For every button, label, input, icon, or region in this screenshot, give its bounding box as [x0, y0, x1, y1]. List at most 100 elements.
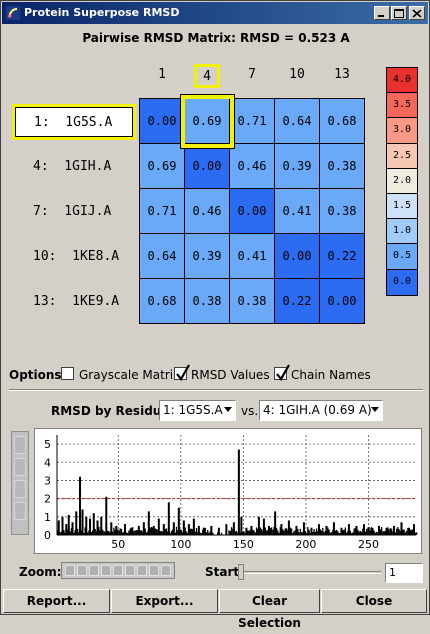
residue-bar — [279, 526, 281, 535]
residue-bar — [154, 528, 156, 535]
column-header[interactable]: 10 — [289, 67, 305, 82]
matrix-cell[interactable]: 0.64 — [275, 99, 320, 144]
matrix-cell[interactable]: 0.22 — [320, 234, 365, 279]
row-header[interactable]: 10: 1KE8.A — [33, 249, 120, 264]
matrix-cell[interactable]: 0.38 — [230, 279, 275, 324]
slider-grip[interactable] — [14, 502, 26, 520]
column-header[interactable]: 7 — [248, 67, 256, 82]
close-button[interactable]: Close — [321, 589, 427, 613]
slider-grip[interactable] — [125, 565, 135, 576]
residue-bar — [103, 531, 105, 535]
matrix-cell[interactable]: 0.00 — [275, 234, 320, 279]
matrix-cell[interactable]: 0.39 — [275, 144, 320, 189]
residue-bar — [209, 531, 211, 535]
clear-selection-button[interactable]: Clear Selection — [219, 589, 320, 630]
slider-grip[interactable] — [137, 565, 147, 576]
matrix-cell[interactable]: 0.38 — [320, 144, 365, 189]
residue-bar — [295, 525, 298, 535]
maximize-button[interactable] — [391, 6, 407, 20]
residue-bar — [287, 520, 290, 535]
matrix-cell[interactable]: 0.41 — [275, 189, 320, 234]
matrix-cell[interactable]: 0.00 — [140, 99, 185, 144]
slider-grip[interactable] — [14, 458, 26, 476]
slider-grip[interactable] — [113, 565, 123, 576]
chain-a-select[interactable]: 1: 1G5S.A — [159, 400, 236, 421]
matrix-cell[interactable]: 0.64 — [140, 234, 185, 279]
start-slider-thumb[interactable] — [238, 564, 244, 580]
slider-grip[interactable] — [161, 565, 171, 576]
column-header-selected[interactable]: 4 — [194, 64, 220, 88]
residue-bar — [235, 530, 238, 535]
matrix-cell[interactable]: 0.69 — [140, 144, 185, 189]
y-tick-label: 2 — [44, 493, 51, 506]
close-window-button[interactable] — [409, 6, 425, 20]
residue-bar — [152, 527, 154, 535]
matrix-cell[interactable]: 0.38 — [320, 189, 365, 234]
slider-grip[interactable] — [14, 480, 26, 498]
matrix-cell[interactable]: 0.38 — [185, 279, 230, 324]
row-header-selected[interactable]: 1: 1G5S.A — [12, 104, 136, 140]
slider-grip[interactable] — [89, 565, 99, 576]
matrix-cell[interactable]: 0.68 — [140, 279, 185, 324]
chain-b-select[interactable]: 4: 1GIH.A (0.69 A) — [259, 400, 383, 421]
grayscale-label[interactable]: Grayscale Matrix — [79, 368, 181, 382]
start-field[interactable]: 1 — [385, 563, 423, 583]
matrix-cell[interactable]: 0.39 — [185, 234, 230, 279]
slider-grip[interactable] — [14, 436, 26, 454]
residue-bar — [199, 532, 201, 535]
zoom-slider[interactable] — [61, 562, 175, 579]
export-button[interactable]: Export... — [111, 589, 218, 613]
residue-bar — [262, 518, 265, 535]
rmsd-residue-plot[interactable]: 0 1 2 3 4 5 50 100 150 200 250 — [34, 428, 422, 554]
residue-bar — [194, 531, 196, 535]
matrix-cell[interactable]: 0.41 — [230, 234, 275, 279]
residue-bar — [207, 530, 209, 535]
residue-bar — [164, 528, 166, 535]
chain-names-checkbox[interactable] — [274, 364, 290, 381]
matrix-cell[interactable]: 0.00 — [230, 189, 275, 234]
residue-bar — [187, 533, 189, 535]
residue-bar — [332, 530, 334, 535]
residue-bar — [85, 516, 88, 535]
matrix-cell[interactable]: 0.68 — [320, 99, 365, 144]
row-header[interactable]: 4: 1GIH.A — [33, 159, 112, 174]
rmsd-values-label[interactable]: RMSD Values — [191, 368, 270, 382]
residue-bar — [265, 530, 268, 535]
matrix-cell-selected[interactable]: 0.69 — [181, 95, 234, 148]
matrix-cell[interactable]: 0.00 — [320, 279, 365, 324]
matrix-cell[interactable]: 0.22 — [275, 279, 320, 324]
options-label: Options: — [9, 368, 67, 382]
residue-bar — [57, 520, 60, 535]
residue-bar — [370, 527, 373, 535]
residue-bar — [334, 530, 336, 535]
slider-grip[interactable] — [101, 565, 111, 576]
report-button[interactable]: Report... — [3, 589, 110, 613]
residue-bar — [404, 532, 407, 535]
vertical-zoom-slider[interactable] — [11, 431, 29, 535]
residue-bar — [280, 524, 283, 535]
grayscale-checkbox[interactable] — [61, 367, 74, 380]
residue-bar — [392, 525, 395, 535]
chain-names-label[interactable]: Chain Names — [291, 368, 371, 382]
matrix-cell[interactable]: 0.71 — [140, 189, 185, 234]
matrix-cell[interactable]: 0.46 — [230, 144, 275, 189]
residue-bar — [262, 530, 264, 535]
residue-bar — [192, 528, 194, 535]
column-header[interactable]: 13 — [334, 67, 350, 82]
slider-grip[interactable] — [65, 565, 75, 576]
residue-bar — [342, 530, 344, 535]
slider-grip[interactable] — [77, 565, 87, 576]
slider-grip[interactable] — [149, 565, 159, 576]
matrix-cell[interactable]: 0.00 — [185, 144, 230, 189]
row-header[interactable]: 7: 1GIJ.A — [33, 204, 112, 219]
residue-bar — [217, 527, 220, 535]
start-slider-track[interactable] — [241, 571, 381, 574]
column-header[interactable]: 1 — [158, 67, 166, 82]
residue-bar — [383, 530, 385, 535]
matrix-cell[interactable]: 0.71 — [230, 99, 275, 144]
title-bar[interactable]: Protein Superpose RMSD — [2, 2, 428, 24]
row-header[interactable]: 13: 1KE9.A — [33, 294, 120, 309]
matrix-cell[interactable]: 0.46 — [185, 189, 230, 234]
rmsd-values-checkbox[interactable] — [174, 364, 190, 381]
minimize-button[interactable] — [374, 6, 390, 20]
